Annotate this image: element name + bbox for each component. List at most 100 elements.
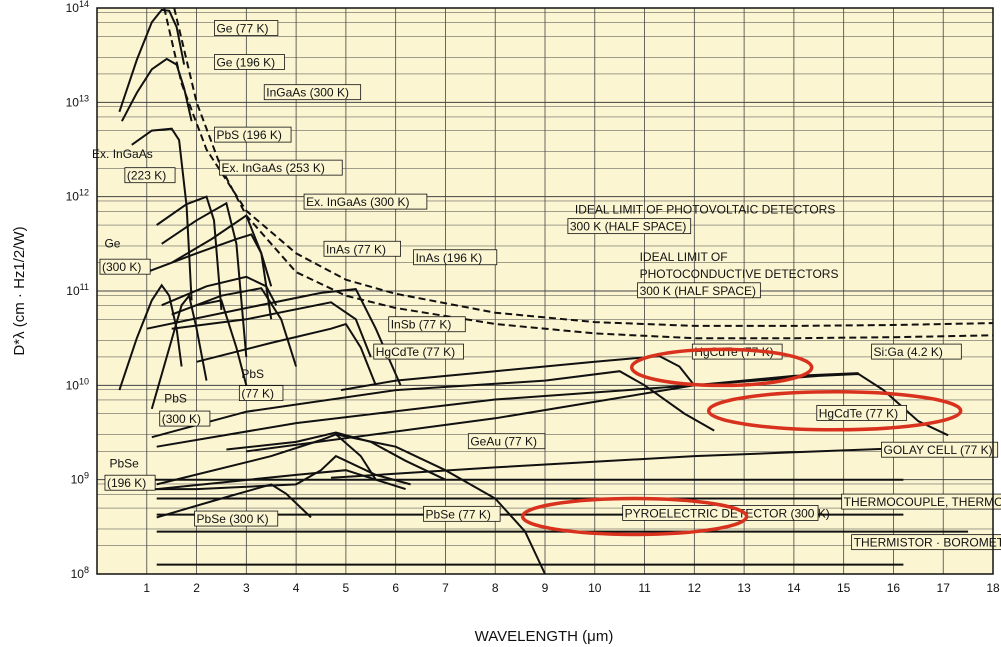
series-line (335, 433, 546, 575)
curve-label: THERMOCOUPLE, THERMOPILE (300 K) (844, 495, 1001, 509)
series-line (150, 293, 208, 410)
curve-label: Ex. InGaAs (253 K) (221, 161, 324, 175)
x-tick-label: 17 (937, 581, 951, 595)
label-box (303, 193, 428, 210)
curve-label: (300 K) (162, 412, 201, 426)
series-line (171, 301, 372, 358)
y-tick-label: 1014 (66, 0, 89, 15)
x-tick-label: 11 (638, 581, 651, 595)
label-box (423, 505, 501, 522)
series-line (161, 201, 248, 358)
series-line (131, 127, 193, 301)
label-box (214, 54, 285, 70)
curve-label: HgCdTe (77 K) (819, 406, 898, 420)
y-tick-label: 1013 (66, 93, 89, 109)
series-line (121, 57, 193, 122)
label-box (323, 240, 401, 257)
x-tick-label: 18 (986, 581, 1000, 595)
curve-label: Si:Ga (4.2 K) (874, 345, 943, 359)
curve-label: Ex. InGaAs (300 K) (306, 195, 409, 209)
x-tick-label: 4 (293, 581, 300, 595)
curve-label: Ex. InGaAs (92, 147, 153, 161)
curve-label: PYROELECTRIC DETECTOR (300 K) (625, 506, 830, 520)
series-line (161, 275, 278, 307)
curve-label: IDEAL LIMIT OF (640, 250, 728, 264)
x-tick-label: 2 (193, 581, 200, 595)
series-line (146, 288, 402, 386)
y-tick-label: 108 (71, 565, 89, 581)
series-line (156, 195, 223, 310)
series-line (107, 454, 411, 491)
y-tick-label: 1010 (66, 376, 89, 392)
series-line (171, 287, 298, 367)
curve-label: PHOTOCONDUCTIVE DETECTORS (640, 267, 839, 281)
label-box (219, 159, 343, 176)
x-tick-labels: 1 2 3 4 5 6 7 8 9 10 11 12 13 14 15 16 17 18 (143, 581, 1000, 595)
series-line (156, 433, 377, 486)
curve-label: HgCdTe (77 K) (376, 345, 455, 359)
label-box (388, 316, 466, 333)
label-box (567, 218, 692, 235)
label-box (467, 433, 546, 450)
y-tick-labels: 108 109 1010 1011 1012 1013 1014 (66, 0, 89, 581)
series-line (171, 213, 273, 320)
x-tick-label: 1 (143, 581, 150, 595)
curve-label: GOLAY CELL (77 K) (883, 443, 992, 457)
curve-label: (196 K) (107, 476, 146, 490)
label-box (413, 249, 498, 266)
curve-label: InAs (196 K) (416, 251, 483, 265)
x-tick-label: 9 (542, 581, 549, 595)
y-tick-label: 1012 (66, 188, 89, 204)
curve-label: PbS (196 K) (216, 128, 281, 142)
curve-label: PbS (241, 367, 264, 381)
series-line (156, 483, 312, 519)
x-tick-label: 3 (243, 581, 250, 595)
series-line (196, 322, 377, 386)
label-box (637, 282, 761, 299)
series-line (340, 355, 696, 392)
x-tick-label: 13 (737, 581, 751, 595)
curve-label: PbSe (300 K) (197, 512, 269, 526)
label-box (194, 510, 279, 527)
label-box (238, 385, 284, 401)
plot-frame (96, 7, 994, 575)
curve-label: Ge (196 K) (216, 55, 275, 69)
y-tick-label: 1011 (66, 282, 89, 298)
label-box (263, 84, 362, 101)
label-box (373, 343, 464, 360)
label-box (124, 167, 176, 184)
x-tick-label: 8 (492, 581, 499, 595)
series-line (146, 233, 273, 287)
label-box (214, 126, 292, 143)
curve-label: 300 K (HALF SPACE) (570, 220, 686, 234)
label-box (881, 441, 999, 458)
curve-label: Ge (104, 237, 120, 251)
label-box (214, 20, 279, 36)
curve-label: GeAu (77 K) (470, 435, 537, 449)
highlight-ellipse (629, 347, 814, 388)
highlight-ellipses (520, 347, 963, 537)
x-tick-label: 15 (837, 581, 851, 595)
label-box (841, 493, 1001, 510)
curve-label: InAs (77 K) (326, 242, 386, 256)
series-line (151, 370, 715, 439)
label-box (816, 405, 907, 421)
y-axis-title: D*λ (cm · Hz1/2/W) (11, 226, 28, 355)
label-box (104, 474, 156, 491)
x-tick-label: 16 (887, 581, 901, 595)
series-line (163, 7, 994, 327)
curves (107, 7, 994, 575)
label-box (159, 410, 211, 427)
curve-label: Ge (77 K) (216, 22, 268, 36)
x-tick-label: 7 (442, 581, 449, 595)
curve-label: IDEAL LIMIT OF PHOTOVOLTAIC DETECTORS (575, 203, 836, 217)
curve-label: PbSe (109, 456, 139, 470)
label-box (99, 258, 151, 275)
x-axis-title: WAVELENGTH (μm) (475, 628, 614, 645)
series-line (226, 431, 446, 481)
curve-label: InSb (77 K) (391, 318, 452, 332)
curve-label: (300 K) (102, 260, 141, 274)
series-line (118, 8, 186, 113)
series-line (196, 299, 248, 386)
